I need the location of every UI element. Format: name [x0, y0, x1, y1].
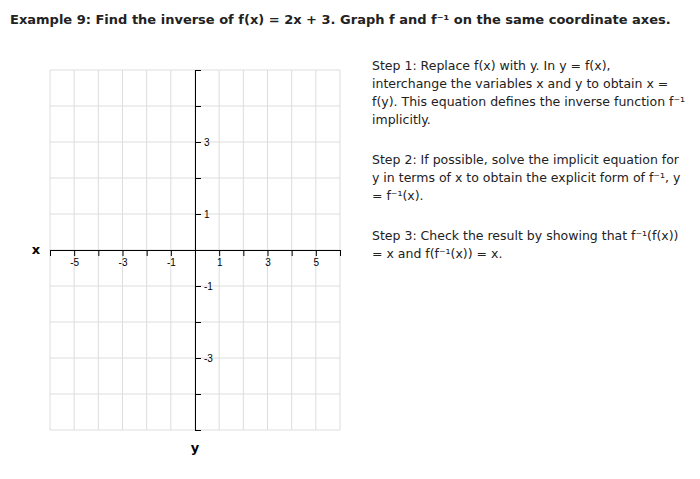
x-tick-mark	[123, 250, 124, 256]
x-tick: 3	[265, 250, 271, 268]
x-tick	[243, 250, 244, 256]
x-tick: -5	[70, 250, 79, 268]
annotation-line: Step 3: Check the result by showing that…	[372, 228, 678, 243]
y-tick-label: 1	[204, 209, 210, 220]
x-tick	[292, 250, 293, 256]
title: Example 9: Find the inverse of f(x) = 2x…	[10, 12, 671, 27]
grid	[50, 70, 340, 430]
x-tick-mark	[74, 250, 75, 256]
x-axis-label: x	[32, 242, 41, 257]
y-tick-label: -1	[204, 281, 213, 292]
annotation-line: implicitly.	[372, 112, 431, 127]
annotation: Step 3: Check the result by showing that…	[372, 228, 678, 261]
annotation: Step 1: Replace f(x) with y. In y = f(x)…	[372, 58, 685, 127]
y-tick-label: -3	[204, 353, 213, 364]
y-tick	[195, 322, 201, 323]
x-tick-mark	[50, 250, 51, 256]
y-tick-mark	[195, 430, 201, 431]
x-tick: -3	[119, 250, 128, 268]
x-tick: 5	[314, 250, 320, 268]
x-tick-label: 5	[314, 257, 320, 268]
x-tick-mark	[171, 250, 172, 256]
y-tick: -1	[195, 281, 213, 292]
annotation-line: Step 2: If possible, solve the implicit …	[372, 152, 680, 167]
y-tick-mark	[195, 178, 201, 179]
grid-line	[50, 70, 51, 430]
y-tick	[195, 394, 201, 395]
annotation-line: Step 1: Replace f(x) with y. In y = f(x)…	[372, 58, 611, 73]
x-tick	[50, 250, 51, 256]
x-tick	[98, 250, 99, 256]
y-tick-mark	[195, 394, 201, 395]
y-axis-label: y	[191, 440, 200, 455]
x-tick	[340, 250, 341, 256]
y-tick-mark	[195, 286, 201, 287]
x-tick: 1	[217, 250, 223, 268]
y-tick-mark	[195, 322, 201, 323]
y-tick-mark	[195, 142, 201, 143]
x-tick-mark	[316, 250, 317, 256]
y-tick	[195, 178, 201, 179]
y-tick	[195, 106, 201, 107]
x-tick-label: 3	[265, 257, 271, 268]
y-tick: 1	[195, 209, 210, 220]
annotation-line: y in terms of x to obtain the explicit f…	[372, 170, 681, 185]
annotation-line: = f⁻¹(x).	[372, 188, 424, 203]
y-tick-mark	[195, 106, 201, 107]
y-axis: -3 -1 1 3	[195, 71, 213, 431]
y-tick	[195, 430, 201, 431]
x-tick-label: 1	[217, 257, 223, 268]
x-tick-label: -5	[70, 257, 79, 268]
y-tick-mark	[195, 250, 201, 251]
y-tick: 3	[195, 137, 210, 148]
annotation: Step 2: If possible, solve the implicit …	[372, 152, 681, 203]
annotation-line: = x and f(f⁻¹(x)) = x.	[372, 246, 502, 261]
x-tick-mark	[292, 250, 293, 256]
x-axis-line	[51, 250, 341, 251]
x-tick-mark	[98, 250, 99, 256]
x-tick-label: -1	[167, 257, 176, 268]
y-tick-mark	[195, 70, 201, 71]
annotation-line: interchange the variables x and y to obt…	[372, 76, 668, 91]
x-tick-mark	[147, 250, 148, 256]
y-tick: -3	[195, 353, 213, 364]
y-tick	[195, 250, 201, 251]
x-tick	[147, 250, 148, 256]
chart: Example 9: Find the inverse of f(x) = 2x…	[0, 0, 700, 479]
annotation-line: f(y). This equation defines the inverse …	[372, 94, 685, 109]
grid-line	[50, 70, 340, 71]
y-tick-mark	[195, 358, 201, 359]
x-tick-mark	[340, 250, 341, 256]
x-tick: -1	[167, 250, 176, 268]
y-tick	[195, 70, 201, 71]
x-tick-mark	[243, 250, 244, 256]
x-tick-mark	[219, 250, 220, 256]
x-tick-mark	[268, 250, 269, 256]
x-tick-label: -3	[119, 257, 128, 268]
y-tick-mark	[195, 214, 201, 215]
y-tick-label: 3	[204, 137, 210, 148]
